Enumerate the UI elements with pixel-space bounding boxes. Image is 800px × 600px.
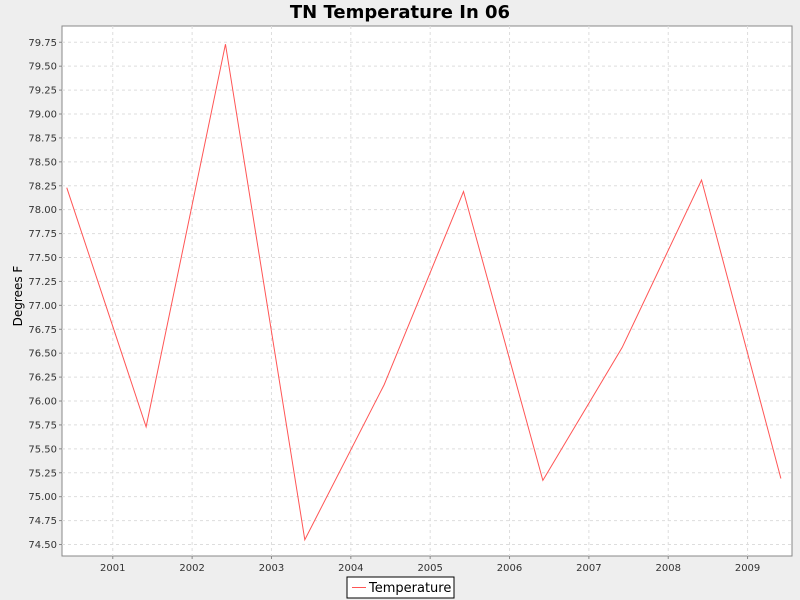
- y-tick-label: 77.75: [28, 229, 57, 240]
- x-tick-label: 2003: [259, 563, 284, 574]
- y-tick-label: 75.00: [28, 492, 57, 503]
- x-tick-label: 2002: [179, 563, 204, 574]
- data-point: [383, 384, 385, 386]
- legend-box: [346, 576, 455, 599]
- y-tick-label: 78.75: [28, 133, 57, 144]
- y-tick-label: 79.00: [28, 110, 57, 121]
- legend: Temperature: [346, 576, 455, 599]
- series-line-temperature: [66, 44, 782, 542]
- x-tick-label: 2006: [497, 563, 522, 574]
- y-tick-label: 78.50: [28, 157, 57, 168]
- y-tick-label: 76.75: [28, 325, 57, 336]
- data-point: [621, 346, 623, 348]
- x-tick-label: 2007: [576, 563, 601, 574]
- y-tick-label: 74.50: [28, 540, 57, 551]
- y-axis-label: Degrees F: [11, 266, 25, 327]
- y-tick-label: 78.25: [28, 181, 57, 192]
- y-tick-label: 76.50: [28, 349, 57, 360]
- x-tick-label: 2004: [338, 563, 363, 574]
- y-tick-label: 79.50: [28, 62, 57, 73]
- series-layer: [66, 43, 782, 542]
- y-tick-label: 79.75: [28, 38, 57, 49]
- plot-area: [61, 25, 793, 557]
- y-tick-label: 77.00: [28, 301, 57, 312]
- legend-entry-temperature: Temperature: [368, 581, 451, 596]
- data-point: [462, 190, 464, 192]
- x-tick-label: 2001: [100, 563, 125, 574]
- y-tick-label: 79.25: [28, 86, 57, 97]
- y-tick-label: 76.00: [28, 397, 57, 408]
- y-tick-label: 74.75: [28, 516, 57, 527]
- data-point: [224, 43, 226, 45]
- x-tick-label: 2008: [655, 563, 680, 574]
- y-tick-label: 75.75: [28, 420, 57, 431]
- axis-ticks: 74.50 74.75 75.00 75.25 75.50 75.75 76.00 76.25…: [28, 38, 760, 574]
- y-tick-label: 78.00: [28, 205, 57, 216]
- y-tick-label: 75.50: [28, 444, 57, 455]
- data-point: [700, 179, 702, 181]
- data-point: [542, 479, 544, 481]
- chart-title: TN Temperature In 06: [290, 2, 510, 23]
- x-tick-label: 2005: [417, 563, 442, 574]
- y-tick-label: 77.25: [28, 277, 57, 288]
- y-tick-label: 76.25: [28, 373, 57, 384]
- data-point: [304, 539, 306, 541]
- data-point: [66, 186, 68, 188]
- data-point: [780, 477, 782, 479]
- grid-lines: [62, 26, 792, 556]
- y-tick-label: 75.25: [28, 468, 57, 479]
- data-point: [145, 426, 147, 428]
- x-tick-label: 2009: [735, 563, 760, 574]
- y-tick-label: 77.50: [28, 253, 57, 264]
